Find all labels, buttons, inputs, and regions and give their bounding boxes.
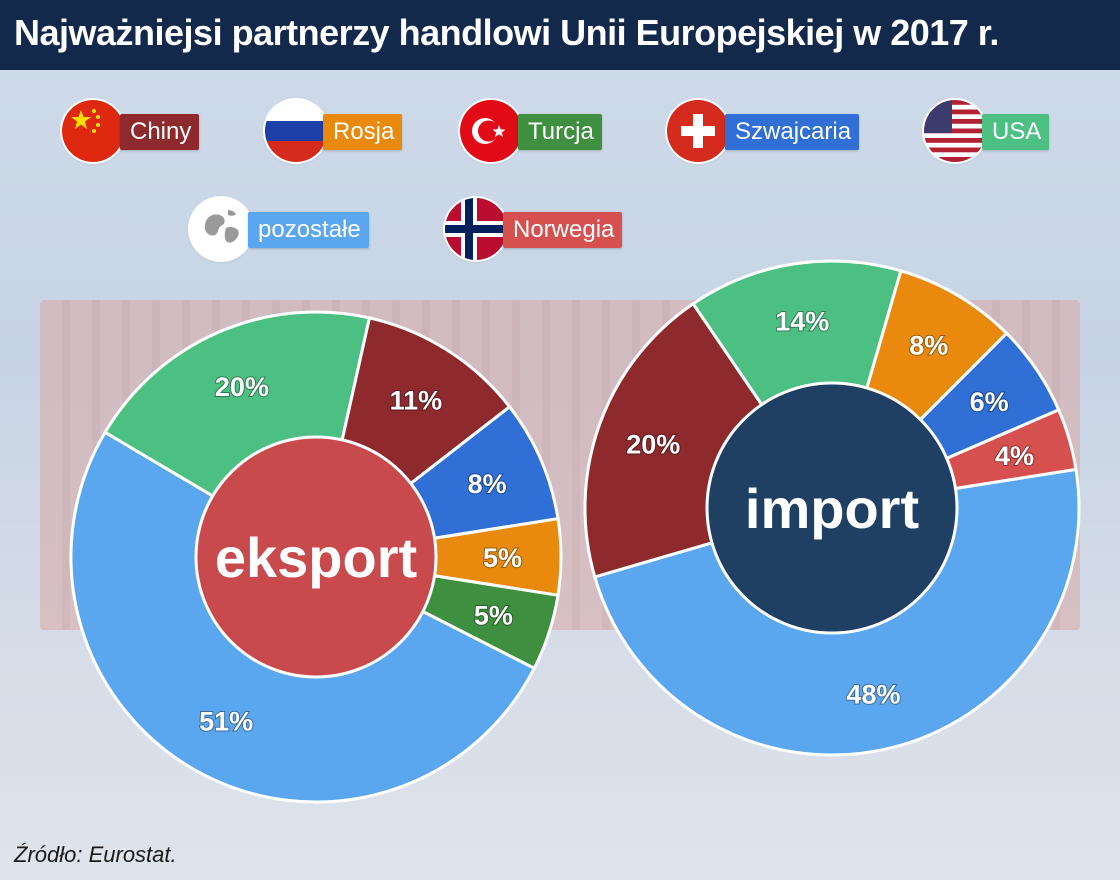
legend-label: Szwajcaria bbox=[725, 114, 860, 150]
header-bar: Najważniejsi partnerzy handlowi Unii Eur… bbox=[0, 0, 1120, 70]
legend-label: Rosja bbox=[323, 114, 403, 150]
donut-1: 48% 20% 14% 8% 6% 4% import bbox=[583, 259, 1081, 757]
usa-flag-icon bbox=[924, 100, 986, 162]
slice-label: 20% bbox=[215, 372, 269, 402]
legend-label: pozostałe bbox=[248, 212, 369, 248]
slice-label: 4% bbox=[995, 441, 1034, 471]
chart-title: Najważniejsi partnerzy handlowi Unii Eur… bbox=[14, 12, 999, 53]
slice-label: 20% bbox=[626, 430, 680, 460]
source-note: Źródło: Eurostat. bbox=[14, 842, 177, 867]
slice-label: 8% bbox=[468, 469, 507, 499]
donut-center bbox=[705, 381, 959, 635]
slice-label: 5% bbox=[483, 543, 522, 573]
switzerland-flag-icon bbox=[667, 100, 729, 162]
slice-label: 8% bbox=[909, 330, 948, 360]
russia-flag-icon bbox=[265, 100, 327, 162]
slice-label: 5% bbox=[474, 601, 513, 631]
donut-0: 51% 20% 11% 8% 5% 5% eksport bbox=[69, 310, 563, 804]
slice-label: 11% bbox=[390, 386, 443, 416]
legend-label: Turcja bbox=[518, 114, 602, 150]
slice-label: 51% bbox=[199, 706, 253, 736]
globe-icon bbox=[190, 198, 252, 260]
norway-flag-icon bbox=[445, 198, 507, 260]
china-flag-icon bbox=[62, 100, 124, 162]
slice-label: 48% bbox=[846, 679, 900, 709]
donut-center bbox=[194, 435, 438, 679]
donut-center-label: eksport bbox=[215, 526, 417, 589]
turkey-flag-icon bbox=[460, 100, 522, 162]
slice-label: 6% bbox=[970, 387, 1009, 417]
donut-center-label: import bbox=[745, 477, 919, 540]
legend-label: USA bbox=[982, 114, 1050, 150]
legend-label: Chiny bbox=[120, 114, 200, 150]
slice-label: 14% bbox=[775, 306, 829, 336]
legend-label: Norwegia bbox=[503, 212, 623, 248]
